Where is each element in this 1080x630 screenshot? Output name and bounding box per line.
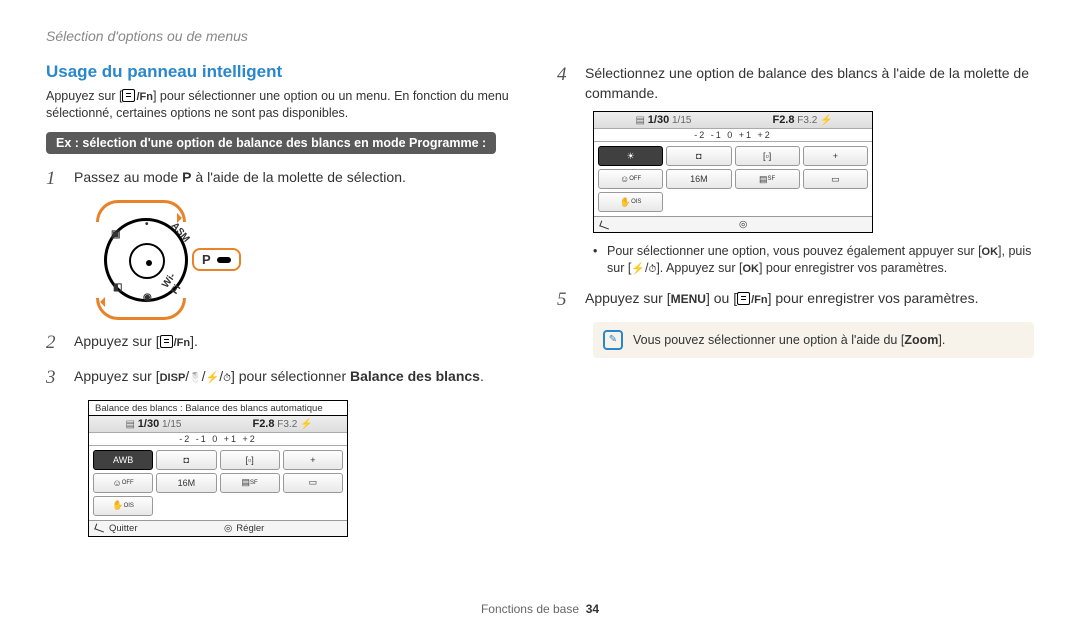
panel-fn-icon <box>737 290 751 306</box>
step-1-number: 1 <box>46 166 62 193</box>
footer-section: Fonctions de base <box>481 602 579 616</box>
dial-small-icon: ◎ <box>739 219 747 230</box>
ok-label: OK <box>742 263 759 275</box>
dial-mode-icon: ▣ <box>111 229 120 240</box>
lcd-cell-facedet-icon: ☺OFF <box>598 169 663 189</box>
lcd-shutter-alt: 1/15 <box>162 419 181 430</box>
breadcrumb: Sélection d'options ou de menus <box>46 28 1034 44</box>
lcd-cell-af-icon: [▫] <box>220 450 280 470</box>
note-box: ✎ Vous pouvez sélectionner une option à … <box>593 322 1034 358</box>
panel-fn-icon <box>122 89 136 103</box>
lcd-panel-example-1: Balance des blancs : Balance des blancs … <box>88 400 348 537</box>
step-1: 1 Passez au mode P à l'aide de la molett… <box>46 166 523 193</box>
p-mode-callout: P <box>192 248 241 271</box>
lcd-ev-scale: -2 -1 0 +1 +2 <box>594 129 872 142</box>
lcd-flash-icon: ⚡ <box>300 419 312 430</box>
lcd-shutter: 1/30 <box>138 418 159 430</box>
intro-text: Appuyez sur [/Fn] pour sélectionner une … <box>46 88 523 122</box>
dial-asm-label: ASM <box>169 221 192 245</box>
lcd-footer-right: Régler <box>236 523 264 534</box>
lcd-iso-icon: ▤ <box>126 419 135 430</box>
step-1-text: Passez au mode P à l'aide de la molette … <box>74 166 523 193</box>
ok-label: OK <box>982 246 999 258</box>
dial-mode-icon2: ◧ <box>113 282 122 293</box>
dial-wifi-label: Wi-Fi <box>160 268 189 297</box>
note-icon: ✎ <box>603 330 623 350</box>
footer-page-number: 34 <box>586 602 599 616</box>
return-icon <box>599 220 610 229</box>
step-5-number: 5 <box>557 287 573 314</box>
lcd-cell-plus: + <box>803 146 868 166</box>
lcd-grid: ☀ ◘ [▫] + ☺OFF 16M ▤SF ▭ ✋OIS <box>594 142 872 216</box>
mode-dial-illustration: • ASM Wi-Fi ▣ ◧ ◉ P <box>86 200 246 320</box>
flash-icon <box>206 368 220 384</box>
lcd-ev-scale: -2 -1 0 +1 +2 <box>89 433 347 446</box>
step-4: 4 Sélectionnez une option de balance des… <box>557 62 1034 103</box>
right-column: 4 Sélectionnez une option de balance des… <box>557 62 1034 541</box>
lcd-footer-left: Quitter <box>109 523 138 534</box>
step-5-text: Appuyez sur [MENU] ou [/Fn] pour enregis… <box>585 287 1034 314</box>
lcd-aperture: F2.8 <box>252 418 274 430</box>
lcd-cell-facedet-icon: ☺OFF <box>93 473 153 493</box>
example-pill: Ex : sélection d'une option de balance d… <box>46 132 496 154</box>
lcd-grid: AWB ◘ [▫] + ☺OFF 16M ▤SF ▭ ✋OIS <box>89 446 347 520</box>
return-icon <box>94 524 105 533</box>
lcd-flash-icon: ⚡ <box>820 115 832 126</box>
menu-label: MENU <box>671 292 706 306</box>
disp-label: DISP <box>160 372 186 384</box>
flash-icon <box>631 261 645 275</box>
page-footer: Fonctions de base 34 <box>0 602 1080 616</box>
step-3-number: 3 <box>46 365 62 392</box>
note-text: Vous pouvez sélectionner une option à l'… <box>633 333 945 347</box>
dial-dot-icon: • <box>145 219 149 230</box>
lcd-cell-ois: ✋OIS <box>598 192 663 212</box>
lcd-panel-example-2: ▤ 1/30 1/15 F2.8 F3.2 ⚡ -2 -1 0 +1 +2 ☀ … <box>593 111 873 233</box>
lcd-cell-metering-icon: ◘ <box>666 146 731 166</box>
lcd-cell-size: 16M <box>156 473 216 493</box>
step-3-text: Appuyez sur [DISP///] pour sélectionner … <box>74 365 523 392</box>
step-2-number: 2 <box>46 330 62 357</box>
bullet-icon: • <box>593 243 601 277</box>
timer-icon <box>223 368 231 384</box>
step-5: 5 Appuyez sur [MENU] ou [/Fn] pour enreg… <box>557 287 1034 314</box>
step-2: 2 Appuyez sur [/Fn]. <box>46 330 523 357</box>
lcd-cell-size: 16M <box>666 169 731 189</box>
lcd-cell-af-icon: [▫] <box>735 146 800 166</box>
lcd-cell-drive-icon: ▭ <box>283 473 343 493</box>
mode-dial-icon: • ASM Wi-Fi ▣ ◧ ◉ <box>104 218 188 302</box>
macro-icon <box>189 368 201 384</box>
step-4-text: Sélectionnez une option de balance des b… <box>585 62 1034 103</box>
lcd-cell-quality: ▤SF <box>735 169 800 189</box>
lcd-aperture-alt: F3.2 <box>277 419 297 430</box>
rotate-arrow-bottom-icon <box>96 298 186 320</box>
panel-fn-icon <box>160 333 174 349</box>
step-2-text: Appuyez sur [/Fn]. <box>74 330 523 357</box>
lcd-shutter: 1/30 <box>648 114 669 126</box>
sub-bullets: • Pour sélectionner une option, vous pou… <box>593 243 1034 277</box>
lcd-cell-quality: ▤SF <box>220 473 280 493</box>
step-3: 3 Appuyez sur [DISP///] pour sélectionne… <box>46 365 523 392</box>
lcd-title: Balance des blancs : Balance des blancs … <box>89 401 347 416</box>
lcd-iso-icon: ▤ <box>636 115 645 126</box>
lcd-cell-metering-icon: ◘ <box>156 450 216 470</box>
intro-a: Appuyez sur [ <box>46 89 122 103</box>
lcd-cell-plus: + <box>283 450 343 470</box>
left-column: Usage du panneau intelligent Appuyez sur… <box>46 62 523 541</box>
lcd-cell-daylight-icon: ☀ <box>598 146 663 166</box>
lcd-aperture: F2.8 <box>772 114 794 126</box>
intro-fn: /Fn <box>136 91 153 103</box>
timer-icon <box>649 261 657 275</box>
lcd-cell-awb: AWB <box>93 450 153 470</box>
dial-small-icon: ◎ <box>224 523 232 534</box>
lcd-cell-ois: ✋OIS <box>93 496 153 516</box>
lcd-cell-drive-icon: ▭ <box>803 169 868 189</box>
section-heading: Usage du panneau intelligent <box>46 62 523 82</box>
step-4-number: 4 <box>557 62 573 103</box>
